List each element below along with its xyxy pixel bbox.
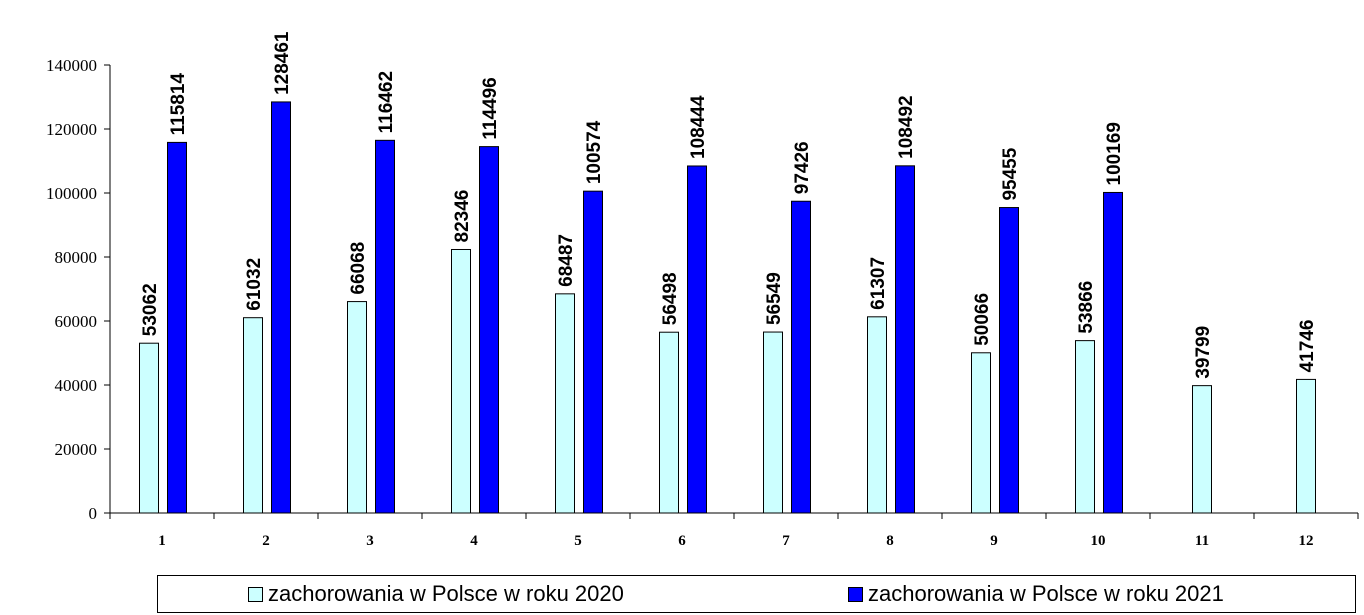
y-tick-label: 100000 (46, 184, 97, 203)
legend-label-2020: zachorowania w Polsce w roku 2020 (268, 581, 624, 606)
bar-2020 (555, 293, 575, 514)
x-category-label: 8 (886, 533, 894, 549)
data-label-2021: 100169 (1104, 122, 1125, 185)
bar-2020 (659, 331, 679, 514)
bar-2021 (687, 165, 707, 514)
bar-2021 (1103, 191, 1123, 514)
x-category-label: 3 (366, 533, 374, 549)
x-category-label: 2 (262, 533, 270, 549)
x-category-label: 10 (1091, 533, 1106, 549)
data-label-2020: 53866 (1076, 281, 1097, 334)
data-label-2021: 100574 (584, 120, 605, 184)
data-label-2021: 115814 (168, 73, 189, 136)
data-label-2021: 108492 (896, 95, 917, 158)
data-label-2020: 68487 (556, 234, 577, 287)
data-label-2020: 66068 (348, 242, 369, 295)
legend-item-2020: zachorowania w Polsce w roku 2020 (248, 580, 624, 608)
x-category-label: 5 (574, 533, 582, 549)
bar-2021 (999, 207, 1019, 514)
bar-2020 (867, 316, 887, 514)
bar-2021 (167, 141, 187, 514)
y-tick-label: 60000 (55, 312, 98, 331)
data-label-2020: 56498 (660, 272, 681, 325)
bar-2020 (763, 331, 783, 514)
y-tick-label: 120000 (46, 120, 97, 139)
data-label-2021: 116462 (376, 71, 397, 133)
bar-2021 (375, 139, 395, 514)
bar-2020 (1192, 385, 1212, 514)
bar-2020 (1296, 378, 1316, 514)
data-label-2021: 95455 (1000, 147, 1021, 200)
y-tick-label: 140000 (46, 56, 97, 75)
bar-2021 (583, 190, 603, 514)
x-category-label: 9 (990, 533, 998, 549)
data-label-2020: 61032 (244, 258, 265, 311)
data-label-2021: 108444 (688, 95, 709, 159)
data-label-2021: 128461 (272, 31, 293, 95)
y-tick-label: 20000 (55, 440, 98, 459)
data-label-2021: 97426 (792, 141, 813, 194)
data-label-2020: 53062 (140, 283, 161, 336)
data-label-2021: 114496 (480, 77, 501, 139)
x-category-label: 7 (782, 533, 790, 549)
bar-2020 (971, 352, 991, 514)
bar-2021 (791, 200, 811, 514)
legend-item-2021: zachorowania w Polsce w roku 2021 (848, 580, 1224, 608)
chart-legend: zachorowania w Polsce w roku 2020 zachor… (157, 575, 1356, 613)
data-label-2020: 82346 (452, 190, 473, 243)
data-label-2020: 50066 (972, 293, 993, 346)
x-category-label: 12 (1299, 533, 1314, 549)
data-label-2020: 39799 (1193, 326, 1214, 379)
bar-2021 (271, 101, 291, 514)
legend-swatch-2021 (848, 586, 863, 602)
y-tick-label: 0 (89, 504, 98, 523)
y-tick-label: 40000 (55, 376, 98, 395)
data-label-2020: 61307 (868, 257, 889, 310)
data-label-2020: 56549 (764, 272, 785, 325)
x-category-label: 4 (470, 533, 478, 549)
legend-swatch-2020 (248, 586, 263, 602)
y-tick-label: 80000 (55, 248, 98, 267)
bar-2021 (895, 165, 915, 514)
bar-2020 (139, 342, 159, 514)
bar-2020 (451, 248, 471, 514)
bar-2021 (479, 146, 499, 514)
x-category-label: 6 (678, 533, 686, 549)
bar-2020 (1075, 340, 1095, 514)
x-category-label: 11 (1195, 533, 1209, 549)
data-label-2020: 41746 (1297, 320, 1318, 373)
bar-chart: 0 20000 40000 60000 80000 100000 120000 140000 1… (46, 31, 1359, 549)
bar-2020 (243, 317, 263, 514)
bar-2020 (347, 301, 367, 514)
x-category-label: 1 (158, 533, 166, 549)
legend-label-2021: zachorowania w Polsce w roku 2021 (868, 581, 1224, 606)
